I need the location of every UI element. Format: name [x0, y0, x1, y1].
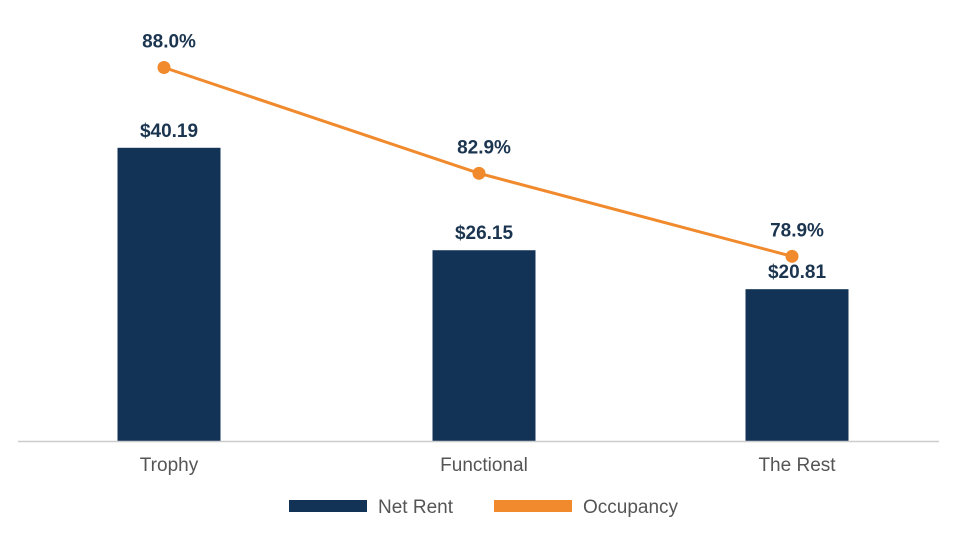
legend-label-occupancy: Occupancy [583, 497, 679, 518]
category-labels: Trophy Functional The Rest [140, 455, 836, 476]
legend-swatch-net-rent [289, 500, 367, 512]
bar-value-label-trophy: $40.19 [140, 121, 198, 142]
occupancy-value-label-functional: 82.9% [457, 137, 511, 158]
legend-swatch-occupancy [494, 500, 572, 512]
occupancy-labels: 88.0% 82.9% 78.9% [142, 32, 824, 242]
bar-trophy [117, 147, 221, 441]
bar-the-rest [745, 289, 849, 441]
legend: Net Rent Occupancy [289, 497, 679, 518]
occupancy-point-trophy [157, 61, 171, 74]
bar-functional [432, 250, 536, 441]
legend-label-net-rent: Net Rent [378, 497, 454, 518]
bar-value-label-functional: $26.15 [455, 223, 514, 244]
category-label-the-rest: The Rest [758, 455, 836, 476]
category-label-trophy: Trophy [140, 455, 199, 476]
bar-value-label-the-rest: $20.81 [768, 262, 827, 283]
category-label-functional: Functional [440, 455, 528, 476]
occupancy-point-the-rest [785, 249, 799, 263]
occupancy-value-label-the-rest: 78.9% [770, 220, 824, 241]
occupancy-point-functional [472, 166, 486, 180]
net-rent-bars [117, 147, 849, 441]
occupancy-series [157, 61, 799, 263]
net-rent-bar-labels: $40.19 $26.15 $20.81 [140, 121, 827, 283]
occupancy-value-label-trophy: 88.0% [142, 32, 196, 53]
